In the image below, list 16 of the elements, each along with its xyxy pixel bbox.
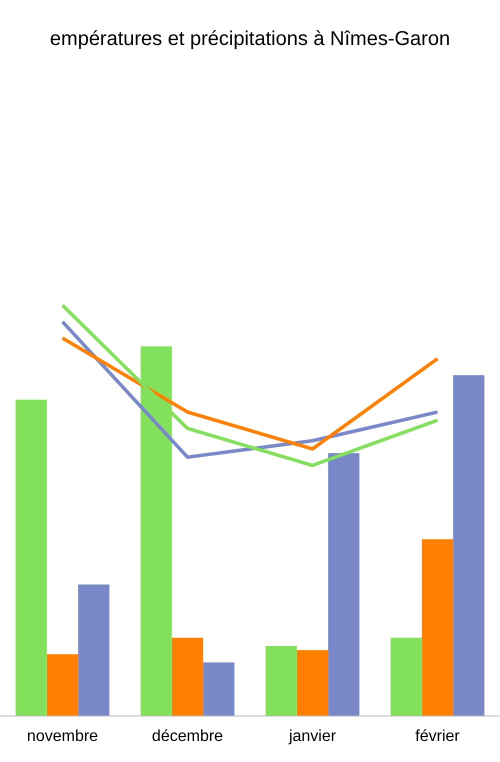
- x-tick-label: février: [415, 728, 460, 745]
- bar: [390, 638, 422, 716]
- bar: [16, 400, 47, 716]
- bar: [328, 453, 360, 716]
- bar: [172, 638, 204, 716]
- bar: [296, 650, 328, 716]
- x-tick-label: novembre: [26, 728, 98, 745]
- bar: [203, 662, 234, 716]
- x-tick-label: janvier: [288, 728, 337, 745]
- bar: [46, 654, 78, 716]
- bar: [453, 375, 484, 716]
- bar: [266, 646, 297, 716]
- bar: [78, 584, 110, 716]
- x-tick-label: décembre: [152, 728, 224, 745]
- bar: [422, 539, 454, 716]
- chart-title: empératures et précipitations à Nîmes-Garon: [48, 28, 452, 51]
